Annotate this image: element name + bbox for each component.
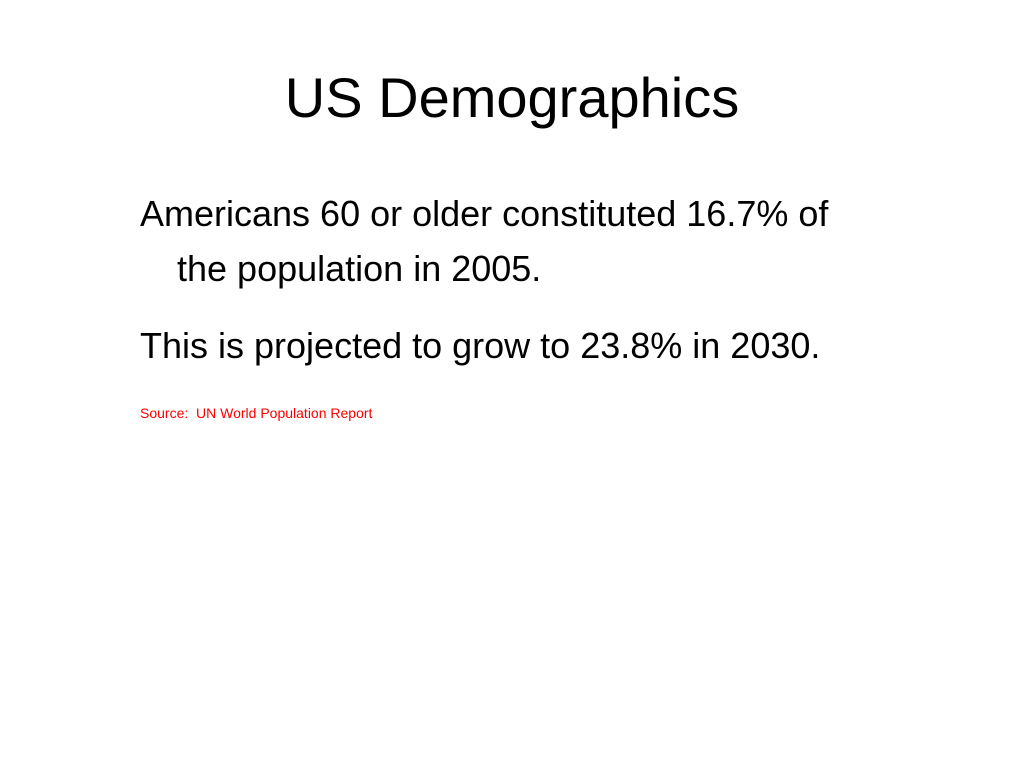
source-note: Source: UN World Population Report — [140, 405, 373, 421]
slide-title: US Demographics — [284, 66, 740, 129]
paragraph: Americans 60 or older constituted 16.7% … — [140, 193, 829, 289]
slide-body: Americans 60 or older constituted 16.7% … — [140, 186, 885, 423]
paragraph: This is projected to grow to 23.8% in 20… — [140, 325, 821, 366]
